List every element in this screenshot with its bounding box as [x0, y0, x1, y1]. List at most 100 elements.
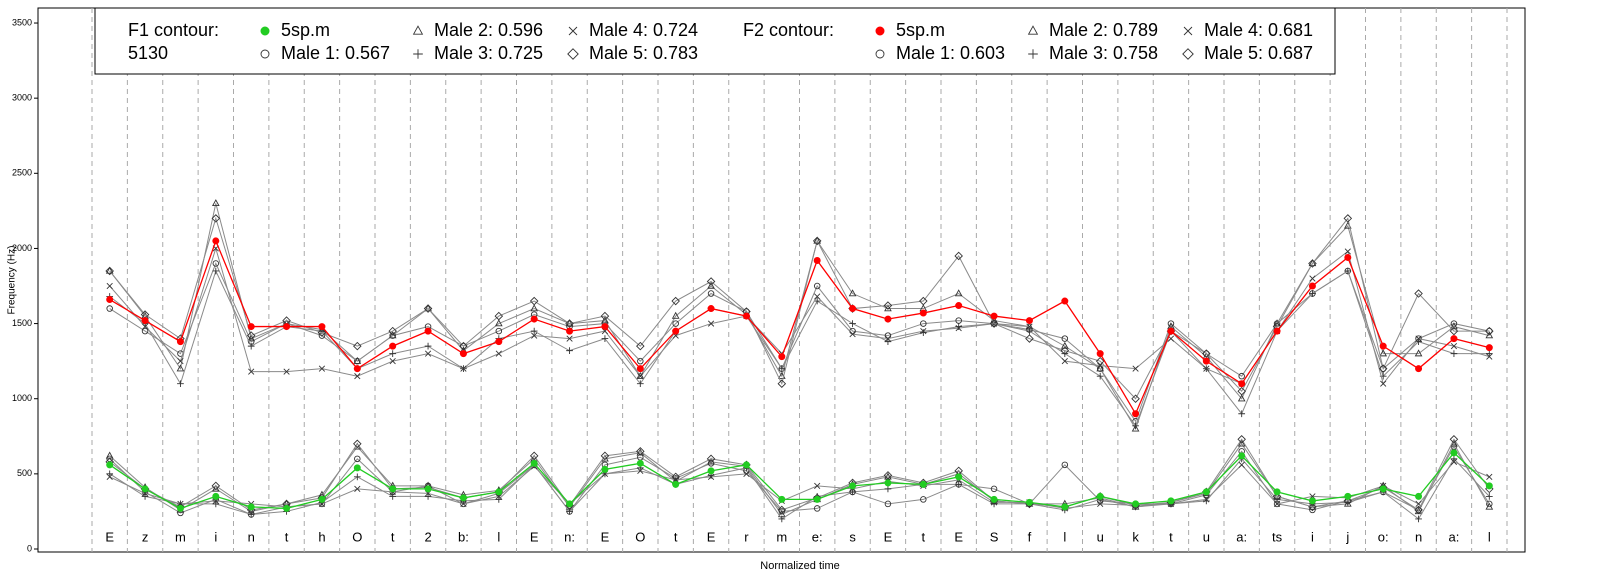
- marker: [353, 464, 361, 472]
- marker: [849, 482, 857, 490]
- marker: [106, 305, 113, 312]
- legend-label: Male 4: 0.681: [1204, 20, 1313, 40]
- marker: [849, 488, 856, 496]
- marker: [424, 327, 432, 335]
- marker: [1450, 458, 1458, 465]
- marker: [778, 515, 786, 523]
- marker: [989, 319, 999, 328]
- marker: [106, 473, 113, 480]
- marker: [459, 341, 468, 351]
- marker: [247, 323, 255, 331]
- marker: [1167, 497, 1175, 505]
- marker: [212, 492, 220, 500]
- marker: [247, 511, 255, 518]
- segment-dividers: [91, 8, 1508, 552]
- marker: [778, 353, 786, 361]
- marker: [1449, 326, 1459, 336]
- marker: [177, 380, 184, 388]
- marker: [530, 304, 539, 312]
- marker: [1027, 25, 1039, 35]
- segment-label: a:: [1449, 529, 1460, 544]
- marker: [601, 323, 609, 331]
- marker: [248, 368, 255, 375]
- segment-label: ts: [1272, 529, 1283, 544]
- marker: [1415, 492, 1423, 500]
- segment-label: s: [849, 529, 856, 544]
- marker: [955, 473, 963, 481]
- marker: [955, 324, 962, 332]
- marker: [1273, 500, 1281, 508]
- segment-label: l: [1488, 529, 1491, 544]
- marker: [318, 323, 326, 331]
- legend-box: [94, 7, 1336, 75]
- marker: [919, 480, 927, 488]
- marker: [1414, 289, 1423, 298]
- marker: [637, 467, 644, 474]
- marker: [1237, 439, 1246, 447]
- segment-label: m: [776, 529, 787, 544]
- marker: [600, 311, 610, 321]
- marker: [176, 338, 184, 346]
- segment-label: b:: [458, 529, 469, 544]
- segment-label: E: [530, 529, 539, 544]
- marker: [1450, 449, 1458, 457]
- marker: [318, 495, 326, 503]
- marker: [601, 465, 609, 473]
- marker: [778, 365, 786, 373]
- marker: [636, 365, 644, 373]
- marker: [424, 304, 432, 312]
- segment-label: t: [391, 529, 395, 544]
- marker: [1131, 424, 1140, 432]
- marker: [1450, 350, 1458, 357]
- legend-label: Male 2: 0.596: [434, 20, 543, 40]
- marker: [883, 471, 893, 480]
- marker: [1486, 353, 1493, 360]
- marker: [920, 496, 927, 503]
- segment-label: E: [601, 529, 610, 544]
- plot-area: [105, 199, 1494, 523]
- legend-label: Male 3: 0.758: [1049, 43, 1158, 63]
- marker: [141, 493, 149, 500]
- marker: [884, 485, 892, 493]
- segment-label: E: [105, 529, 114, 544]
- series-line: [109, 458, 1490, 520]
- marker: [990, 495, 998, 503]
- marker: [1485, 331, 1494, 339]
- marker: [530, 315, 538, 323]
- segment-label: t: [1169, 529, 1173, 544]
- marker: [1182, 48, 1194, 60]
- marker: [1344, 253, 1352, 261]
- legend-label: 5sp.m: [896, 20, 945, 40]
- marker: [567, 48, 579, 60]
- marker: [1237, 386, 1246, 396]
- marker: [1415, 515, 1422, 523]
- marker: [814, 482, 821, 489]
- marker: [1167, 327, 1175, 335]
- marker: [1450, 455, 1458, 463]
- marker: [460, 365, 467, 372]
- marker: [1026, 327, 1033, 335]
- segment-label: t: [674, 529, 678, 544]
- marker: [1309, 290, 1316, 297]
- marker: [424, 493, 432, 500]
- marker: [600, 451, 610, 461]
- legend-label: Male 3: 0.725: [434, 43, 543, 63]
- marker: [389, 342, 397, 350]
- y-tick-label: 0: [27, 543, 32, 553]
- marker: [1183, 26, 1193, 36]
- marker: [260, 26, 270, 36]
- marker: [1026, 323, 1033, 330]
- marker: [1308, 497, 1316, 505]
- marker: [1415, 365, 1423, 373]
- marker: [777, 505, 787, 515]
- marker: [531, 332, 538, 339]
- legend-label: Male 4: 0.724: [589, 20, 698, 40]
- marker: [813, 495, 821, 503]
- marker: [566, 500, 574, 508]
- marker: [283, 504, 291, 512]
- marker: [812, 236, 822, 246]
- marker: [884, 479, 892, 487]
- marker: [354, 373, 361, 380]
- marker: [412, 25, 424, 35]
- marker: [459, 350, 467, 358]
